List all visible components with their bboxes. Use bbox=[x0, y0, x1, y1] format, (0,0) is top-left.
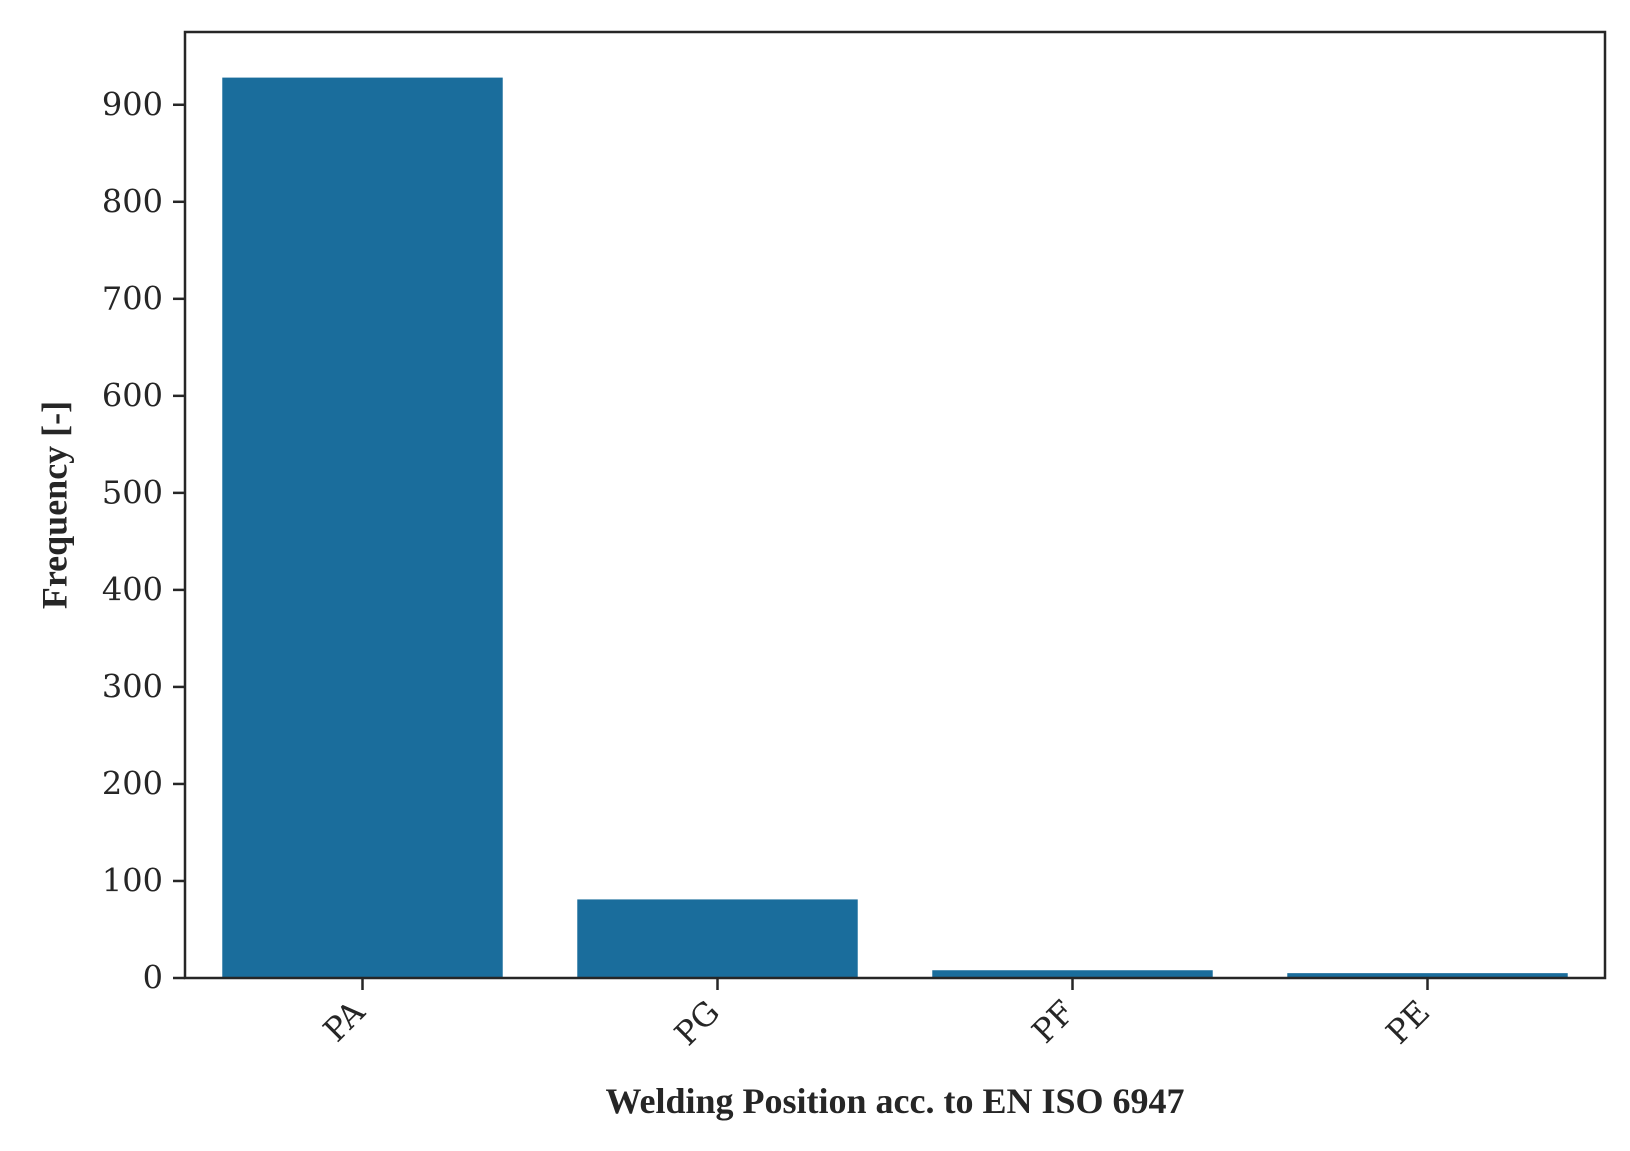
y-tick-label: 700 bbox=[102, 279, 163, 317]
x-tick-label: PF bbox=[1024, 993, 1082, 1051]
plot-frame bbox=[183, 30, 1607, 980]
y-tick-label: 300 bbox=[102, 667, 163, 705]
bar-pa bbox=[222, 77, 503, 978]
x-tick-label: PG bbox=[667, 993, 727, 1053]
bar-pg bbox=[577, 899, 858, 978]
y-axis-label: Frequency [-] bbox=[34, 401, 74, 609]
y-tick-label: 900 bbox=[102, 85, 163, 123]
y-tick-label: 600 bbox=[102, 376, 163, 414]
y-tick-label: 200 bbox=[102, 764, 163, 802]
y-tick-label: 100 bbox=[102, 861, 163, 899]
bar-pe bbox=[1287, 973, 1568, 978]
bar-pf bbox=[932, 970, 1213, 978]
y-tick-label: 800 bbox=[102, 182, 163, 220]
y-tick-label: 500 bbox=[102, 473, 163, 511]
x-axis-label: Welding Position acc. to EN ISO 6947 bbox=[605, 1081, 1184, 1121]
x-axis: PA PG PF PE bbox=[316, 978, 1437, 1053]
bars-group bbox=[222, 77, 1568, 978]
y-tick-label: 400 bbox=[102, 570, 163, 608]
x-tick-label: PA bbox=[316, 992, 373, 1049]
y-tick-label: 0 bbox=[143, 959, 163, 997]
y-axis: 0 100 200 300 400 500 600 700 800 900 bbox=[102, 85, 185, 997]
x-tick-label: PE bbox=[1379, 993, 1438, 1052]
